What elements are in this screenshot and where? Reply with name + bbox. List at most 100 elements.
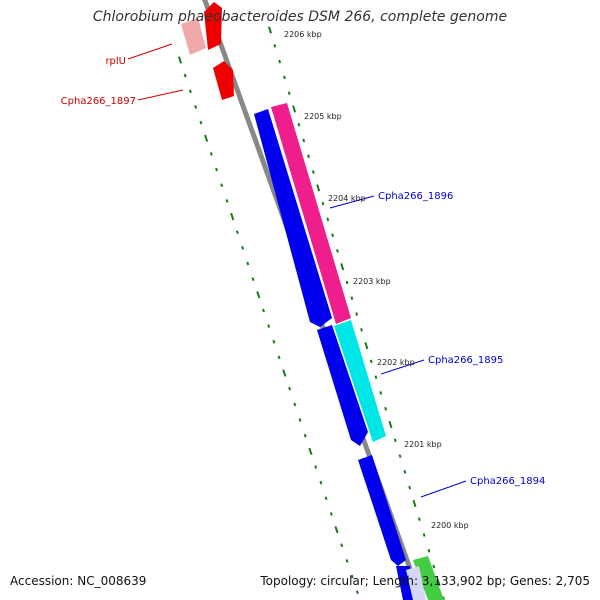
- minor-tick-mark: [287, 91, 291, 95]
- minor-tick-mark: [442, 596, 445, 600]
- minor-tick-mark: [209, 152, 213, 156]
- minor-tick-mark: [369, 359, 373, 364]
- rplU-gene-shadow: [181, 18, 206, 55]
- minor-tick-mark: [321, 201, 325, 206]
- minor-tick-mark: [307, 154, 310, 159]
- minor-tick-mark: [326, 217, 330, 222]
- cyan-feature-band: [334, 320, 386, 442]
- minor-tick-mark: [350, 296, 354, 301]
- minor-tick-mark: [283, 75, 286, 80]
- minor-tick-mark: [288, 386, 292, 391]
- Cpha266_1895-gene-arrow: [317, 325, 368, 446]
- minor-tick-mark: [273, 44, 277, 48]
- Cpha266_1896-leader-line: [329, 195, 375, 209]
- minor-tick-mark: [340, 543, 344, 548]
- tick-label-2200: 2200 kbp: [431, 521, 469, 530]
- minor-tick-mark: [293, 402, 297, 407]
- minor-tick-mark: [303, 433, 307, 438]
- minor-tick-mark: [408, 485, 412, 490]
- genome-summary-text: Topology: circular; Length: 3,133,902 bp…: [260, 574, 590, 588]
- minor-tick-mark: [379, 391, 383, 395]
- major-tick-mark: [412, 499, 417, 508]
- minor-tick-mark: [297, 122, 301, 127]
- minor-tick-mark: [355, 312, 359, 316]
- major-tick-mark: [364, 342, 369, 350]
- major-tick-mark: [436, 578, 441, 586]
- genome-title: Chlorobium phaeobacteroides DSM 266, com…: [92, 9, 508, 25]
- minor-tick-mark: [302, 138, 306, 143]
- minor-tick-mark: [350, 574, 354, 579]
- gene-label-Cpha266_1897: Cpha266_1897: [61, 96, 136, 107]
- minor-tick-mark: [393, 438, 397, 443]
- rplU-gene-arrow: [204, 2, 222, 50]
- Cpha266_1896-gene-arrow: [254, 109, 332, 327]
- minor-tick-mark: [374, 375, 378, 379]
- minor-tick-mark: [360, 328, 363, 332]
- minor-tick-mark: [314, 465, 318, 469]
- minor-tick-mark: [331, 233, 335, 237]
- minor-tick-mark: [194, 105, 198, 109]
- minor-tick-mark: [345, 280, 349, 285]
- tick-label-2206: 2206 kbp: [284, 30, 322, 39]
- Cpha266_1894-gene-arrow: [358, 455, 406, 566]
- light-feature-band: [406, 566, 426, 600]
- major-tick-mark: [292, 105, 297, 113]
- minor-tick-mark: [262, 308, 265, 313]
- minor-tick-mark: [225, 199, 229, 203]
- minor-tick-mark: [246, 261, 250, 266]
- Cpha266_1895-leader-line: [380, 359, 425, 375]
- major-tick-mark: [340, 263, 345, 271]
- Cpha266_1897-gene-arrow: [213, 61, 234, 100]
- Cpha266_1897-leader-line: [137, 89, 184, 101]
- minor-tick-mark: [329, 512, 333, 516]
- minor-tick-mark: [427, 548, 431, 553]
- minor-tick-mark: [215, 167, 218, 172]
- major-tick-mark: [268, 26, 272, 34]
- gene-label-Cpha266_1896: Cpha266_1896: [378, 191, 453, 202]
- gene-label-rplU: rplU: [105, 56, 126, 67]
- minor-tick-mark: [311, 170, 315, 174]
- minor-tick-mark: [251, 277, 255, 282]
- minor-tick-mark: [345, 559, 349, 563]
- major-tick-mark: [316, 184, 321, 192]
- major-tick-mark: [308, 447, 313, 456]
- major-tick-mark: [334, 525, 339, 534]
- minor-tick-mark: [324, 496, 328, 501]
- outer-tick-track: [268, 26, 445, 600]
- minor-tick-mark: [403, 469, 407, 474]
- minor-tick-mark: [417, 517, 421, 521]
- minor-tick-mark: [277, 355, 281, 360]
- major-tick-mark: [230, 212, 235, 221]
- minor-tick-mark: [398, 454, 402, 458]
- inner-tick-track: [177, 56, 359, 595]
- major-tick-mark: [282, 369, 287, 377]
- major-tick-mark: [204, 134, 209, 142]
- minor-tick-mark: [422, 533, 426, 537]
- tick-label-2203: 2203 kbp: [353, 277, 391, 286]
- minor-tick-mark: [432, 564, 436, 569]
- minor-tick-mark: [183, 73, 187, 78]
- minor-tick-mark: [199, 120, 203, 125]
- minor-tick-mark: [336, 249, 339, 253]
- minor-tick-mark: [278, 59, 282, 64]
- minor-tick-mark: [319, 480, 323, 485]
- major-tick-mark: [177, 56, 183, 64]
- minor-tick-mark: [272, 339, 276, 344]
- accession-text: Accession: NC_008639: [10, 574, 147, 588]
- tick-label-2205: 2205 kbp: [304, 112, 342, 121]
- minor-tick-mark: [267, 324, 271, 328]
- rplU-leader-line: [127, 43, 173, 60]
- tick-label-2204: 2204 kbp: [328, 194, 366, 203]
- minor-tick-mark: [220, 183, 224, 188]
- magenta-feature-band: [271, 103, 351, 324]
- tick-label-2202: 2202 kbp: [377, 358, 415, 367]
- minor-tick-mark: [188, 89, 192, 94]
- gene-label-Cpha266_1895: Cpha266_1895: [428, 355, 503, 366]
- tick-label-2201: 2201 kbp: [404, 440, 442, 449]
- major-tick-mark: [388, 420, 393, 429]
- major-tick-mark: [256, 291, 261, 299]
- Cpha266_1894-leader-line: [420, 480, 467, 498]
- minor-tick-mark: [298, 418, 302, 422]
- minor-tick-mark: [241, 245, 245, 250]
